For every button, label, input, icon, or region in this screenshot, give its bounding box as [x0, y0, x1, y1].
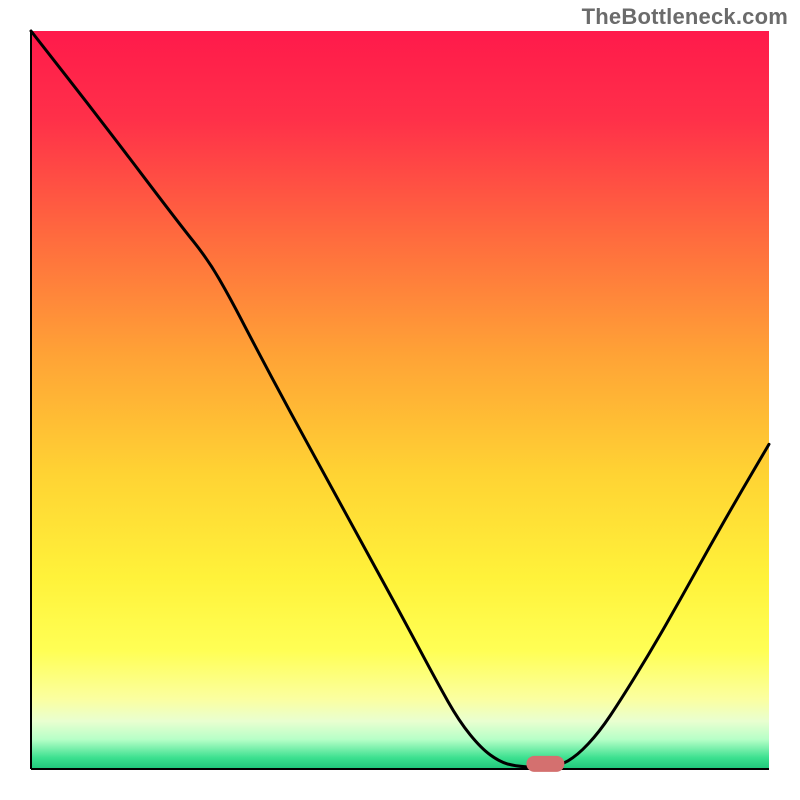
bottleneck-chart — [0, 0, 800, 800]
plot-background — [31, 31, 769, 769]
watermark-text: TheBottleneck.com — [582, 4, 788, 30]
optimum-marker — [526, 756, 564, 772]
chart-container: { "watermark": { "text": "TheBottleneck.… — [0, 0, 800, 800]
